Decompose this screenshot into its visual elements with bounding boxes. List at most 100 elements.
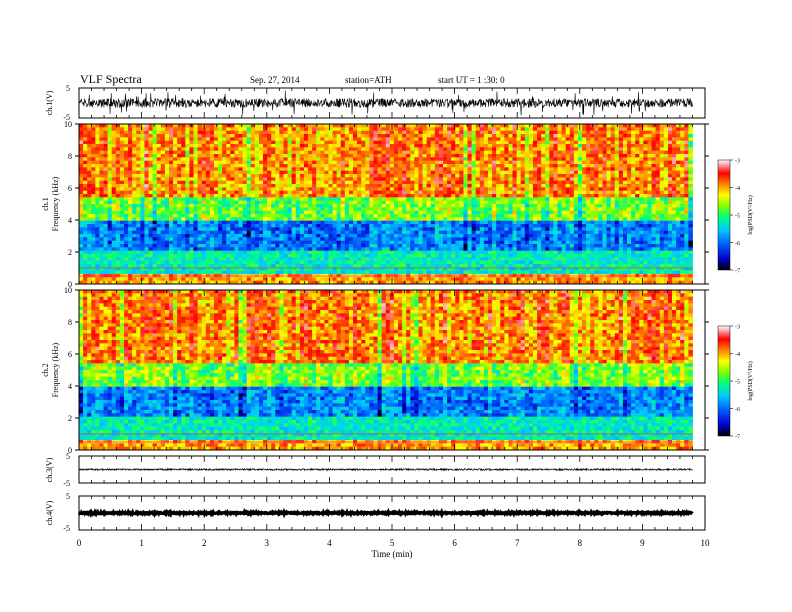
spectrogram-cell (197, 224, 203, 228)
spectrogram-cell (479, 280, 485, 285)
spectrogram-cell (353, 204, 358, 208)
spectrogram-cell (209, 227, 215, 232)
spectrogram-cell (393, 254, 399, 258)
spectrogram-cell (295, 264, 301, 268)
spectrogram-cell (91, 217, 96, 222)
spectrogram-cell (250, 137, 256, 142)
spectrogram-cell (328, 280, 333, 285)
spectrogram-cell (398, 174, 403, 178)
spectrogram-cell (91, 144, 96, 148)
spectrogram-cell (132, 187, 137, 192)
spectrogram-cell (275, 124, 280, 128)
spectrogram-cell (79, 270, 84, 275)
spectrogram-cell (381, 234, 387, 238)
spectrogram-cell (291, 207, 297, 212)
spectrogram-cell (447, 160, 452, 165)
spectrogram-cell (373, 130, 378, 135)
spectrogram-cell (279, 164, 284, 168)
spectrogram-cell (234, 217, 239, 222)
spectrogram-cell (430, 227, 436, 232)
spectrogram-cell (410, 174, 415, 178)
spectrogram-cell (189, 157, 194, 162)
spectrogram-cell (119, 190, 125, 195)
spectrogram-cell (332, 237, 338, 242)
spectrogram-cell (373, 220, 378, 225)
spectrogram-cell (128, 214, 133, 218)
spectrogram-cell (205, 194, 211, 198)
spectrogram-cell (197, 197, 203, 202)
spectrogram-cell (410, 137, 415, 142)
spectrogram-cell (418, 147, 423, 152)
spectrogram-cell (406, 157, 411, 162)
spectrogram-cell (218, 177, 223, 182)
spectrogram-cell (193, 234, 199, 238)
spectrogram-cell (140, 260, 145, 265)
spectrogram-cell (173, 164, 178, 168)
spectrogram-cell (119, 220, 125, 225)
spectrogram-cell (226, 154, 231, 158)
spectrogram-cell (303, 157, 309, 162)
spectrogram-cell (91, 270, 96, 275)
spectrogram-cell (324, 194, 329, 198)
spectrogram-cell (263, 244, 268, 248)
spectrogram-cell (152, 174, 158, 178)
spectrogram-cell (164, 240, 170, 245)
spectrogram-cell (483, 187, 489, 192)
spectrogram-cell (103, 230, 109, 235)
spectrogram-cell (308, 140, 313, 145)
spectrogram-cell (177, 224, 182, 228)
spectrogram-cell (430, 270, 436, 275)
spectrogram-cell (226, 194, 231, 198)
spectrogram-cell (156, 134, 162, 138)
spectrogram-cell (197, 190, 203, 195)
spectrogram-cell (393, 280, 399, 285)
spectrogram-cell (344, 244, 350, 248)
spectrogram-cell (205, 267, 211, 272)
spectrogram-cell (332, 134, 338, 138)
spectrogram-cell (275, 127, 280, 132)
spectrogram-cell (451, 240, 456, 245)
spectrogram-cell (140, 280, 145, 285)
spectrogram-cell (398, 267, 403, 272)
spectrogram-cell (283, 144, 288, 148)
spectrogram-cell (332, 184, 338, 188)
spectrogram-cell (348, 207, 354, 212)
spectrogram-cell (418, 177, 423, 182)
spectrogram-cell (496, 247, 501, 252)
spectrogram-cell (287, 197, 293, 202)
spectrogram-cell (185, 277, 190, 282)
spectrogram-cell (136, 230, 141, 235)
spectrogram-cell (222, 140, 227, 145)
spectrogram-cell (193, 207, 199, 212)
spectrogram-cell (434, 267, 440, 272)
spectrogram-cell (238, 194, 243, 198)
spectrogram-cell (144, 224, 149, 228)
spectrogram-cell (295, 174, 301, 178)
spectrogram-cell (434, 154, 440, 158)
spectrogram-cell (496, 227, 501, 232)
spectrogram-cell (83, 190, 88, 195)
spectrogram-cell (168, 220, 174, 225)
spectrogram-cell (246, 144, 252, 148)
spectrogram-cell (132, 214, 137, 218)
spectrogram-cell (254, 174, 260, 178)
spectrogram-cell (123, 214, 129, 218)
spectrogram-cell (197, 140, 203, 145)
spectrogram-cell (426, 207, 432, 212)
spectrogram-cell (250, 237, 256, 242)
spectrogram-cell (308, 150, 313, 155)
spectrogram-cell (459, 234, 464, 238)
spectrogram-cell (324, 254, 329, 258)
spectrogram-cell (500, 220, 505, 225)
spectrogram-cell (238, 280, 243, 285)
spectrogram-cell (324, 204, 329, 208)
spectrogram-cell (140, 194, 145, 198)
spectrogram-cell (324, 170, 329, 175)
spectrogram-cell (361, 200, 366, 205)
spectrogram-cell (348, 264, 354, 268)
spectrogram-cell (177, 227, 182, 232)
spectrogram-cell (250, 207, 256, 212)
spectrogram-cell (377, 147, 383, 152)
spectrogram-cell (467, 184, 473, 188)
spectrogram-cell (377, 210, 383, 215)
